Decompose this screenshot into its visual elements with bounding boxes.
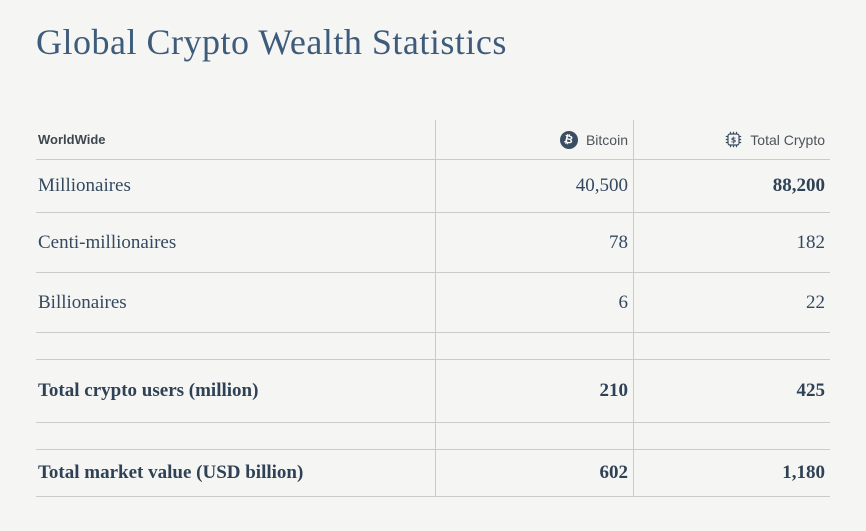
bitcoin-value: 6 bbox=[435, 273, 633, 332]
spacer-row bbox=[36, 333, 830, 360]
page: Global Crypto Wealth Statistics WorldWid… bbox=[36, 22, 830, 497]
page-title: Global Crypto Wealth Statistics bbox=[36, 22, 507, 62]
total-crypto-value: 182 bbox=[633, 213, 830, 272]
row-label: Total crypto users (million) bbox=[38, 380, 259, 401]
total-crypto-value: 88,200 bbox=[633, 160, 830, 212]
crypto-wealth-table: WorldWide ₿ Bitcoin $ bbox=[36, 120, 830, 497]
bitcoin-value: 210 bbox=[435, 360, 633, 422]
header-total-crypto-label: Total Crypto bbox=[750, 131, 825, 148]
header-bitcoin: ₿ Bitcoin bbox=[435, 120, 633, 159]
header-region: WorldWide bbox=[38, 132, 106, 147]
bitcoin-value: 78 bbox=[435, 213, 633, 272]
bitcoin-value: 40,500 bbox=[435, 160, 633, 212]
row-label: Billionaires bbox=[38, 291, 127, 313]
bitcoin-value: 602 bbox=[435, 450, 633, 496]
table-row-millionaires: Millionaires 40,500 88,200 bbox=[36, 160, 830, 213]
row-label: Total market value (USD billion) bbox=[38, 462, 304, 483]
header-total-crypto: $ Total Crypto bbox=[633, 120, 830, 159]
bitcoin-coin-icon: ₿ bbox=[559, 130, 578, 149]
table-header-row: WorldWide ₿ Bitcoin $ bbox=[36, 120, 830, 160]
svg-text:$: $ bbox=[731, 135, 737, 144]
row-label: Centi-millionaires bbox=[38, 231, 177, 253]
table-row-total-crypto-users: Total crypto users (million) 210 425 bbox=[36, 360, 830, 423]
table-row-total-market-value: Total market value (USD billion) 602 1,1… bbox=[36, 450, 830, 497]
header-bitcoin-label: Bitcoin bbox=[585, 131, 628, 148]
total-crypto-value: 1,180 bbox=[633, 450, 830, 496]
row-label: Millionaires bbox=[38, 175, 131, 196]
chip-dollar-icon: $ bbox=[725, 131, 742, 148]
total-crypto-value: 425 bbox=[633, 360, 830, 422]
spacer-row bbox=[36, 423, 830, 450]
total-crypto-value: 22 bbox=[633, 273, 830, 332]
table-row-billionaires: Billionaires 6 22 bbox=[36, 273, 830, 333]
table-row-centi-millionaires: Centi-millionaires 78 182 bbox=[36, 213, 830, 273]
